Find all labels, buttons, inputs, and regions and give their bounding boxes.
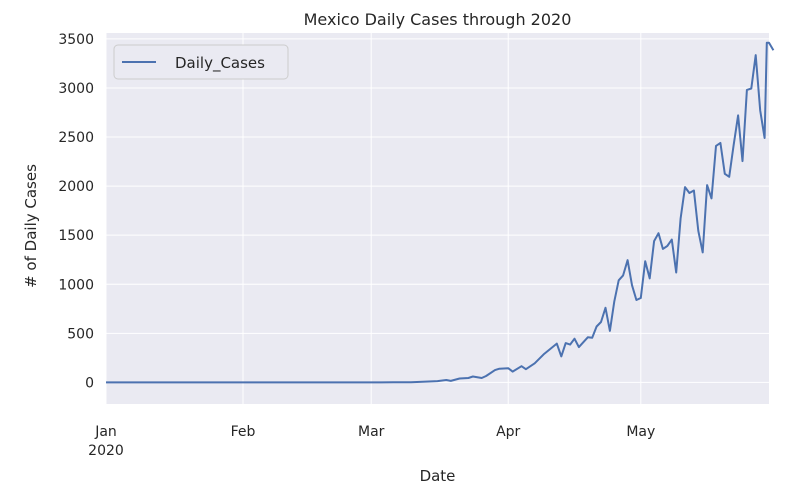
x-tick-labels: Jan 2020 Feb Mar Apr May [88,424,655,459]
series-layer [106,41,775,384]
series-line-daily-cases [106,41,775,384]
y-tick-label: 3500 [58,32,94,48]
y-tick-label: 3000 [58,81,94,97]
y-tick-label: 1000 [58,277,94,293]
x-tick-label: May [626,424,655,440]
legend-label: Daily_Cases [175,54,265,73]
legend: Daily_Cases [113,44,289,80]
x-gridlines [105,33,642,404]
plot-area [106,33,769,404]
y-axis-title: # of Daily Cases [22,164,40,288]
y-tick-labels: 0 500 1000 1500 2000 2500 3000 3500 [58,32,94,392]
y-tick-label: 500 [67,326,94,342]
chart-title: Mexico Daily Cases through 2020 [304,10,572,29]
x-tick-sublabel: 2020 [88,443,124,459]
x-tick-label: Feb [231,424,256,440]
legend-box [113,44,289,80]
x-tick-label: Mar [358,424,385,440]
y-tick-label: 0 [85,375,94,391]
x-tick-label: Jan [94,424,117,440]
y-tick-label: 2000 [58,179,94,195]
x-tick-label: Apr [496,424,520,440]
y-tick-label: 2500 [58,130,94,146]
x-axis-title: Date [420,467,456,485]
y-tick-label: 1500 [58,228,94,244]
